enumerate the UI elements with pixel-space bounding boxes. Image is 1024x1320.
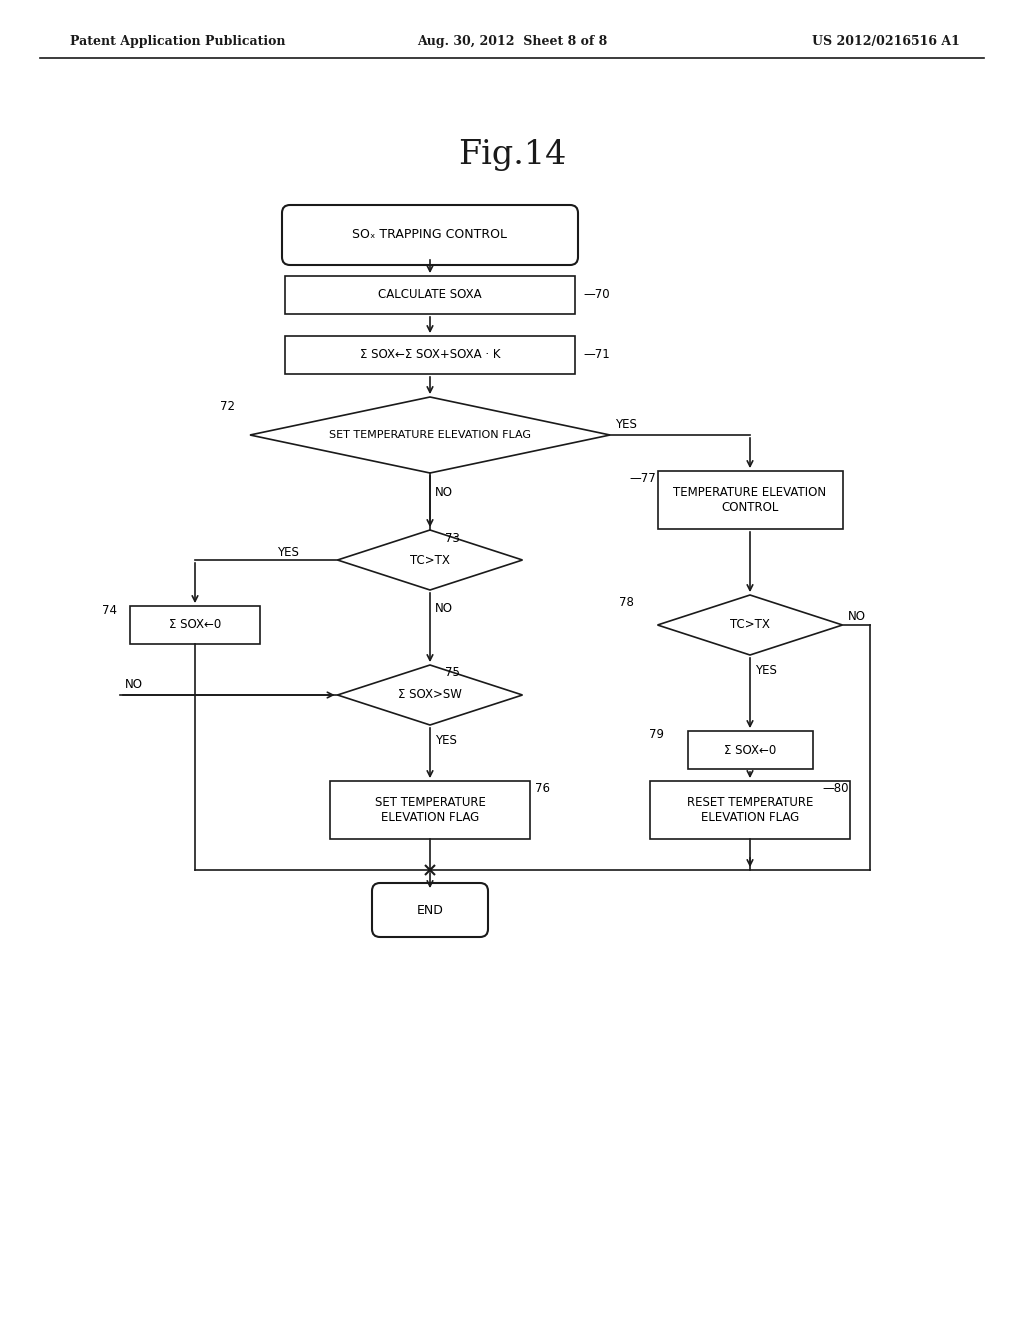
Text: NO: NO [125, 678, 143, 692]
Text: YES: YES [435, 734, 457, 747]
Polygon shape [338, 665, 522, 725]
Text: Σ SOX←0: Σ SOX←0 [169, 619, 221, 631]
Text: SET TEMPERATURE
ELEVATION FLAG: SET TEMPERATURE ELEVATION FLAG [375, 796, 485, 824]
Text: Σ SOX←0: Σ SOX←0 [724, 743, 776, 756]
Text: SET TEMPERATURE ELEVATION FLAG: SET TEMPERATURE ELEVATION FLAG [329, 430, 531, 440]
Bar [285, 337, 575, 374]
Polygon shape [338, 531, 522, 590]
Text: Σ SOX>SW: Σ SOX>SW [398, 689, 462, 701]
Bar [657, 471, 843, 529]
Text: END: END [417, 903, 443, 916]
Text: TEMPERATURE ELEVATION
CONTROL: TEMPERATURE ELEVATION CONTROL [674, 486, 826, 513]
Text: Aug. 30, 2012  Sheet 8 of 8: Aug. 30, 2012 Sheet 8 of 8 [417, 36, 607, 49]
Text: Σ SOX←Σ SOX+SOXA · K: Σ SOX←Σ SOX+SOXA · K [359, 348, 501, 362]
Text: —80: —80 [822, 781, 849, 795]
Bar [687, 731, 812, 770]
Bar [650, 781, 850, 840]
Text: CALCULATE SOXA: CALCULATE SOXA [378, 289, 482, 301]
Text: SOₓ TRAPPING CONTROL: SOₓ TRAPPING CONTROL [352, 228, 508, 242]
Text: NO: NO [848, 610, 865, 623]
Text: NO: NO [435, 602, 453, 615]
Text: 75: 75 [445, 667, 460, 680]
Text: NO: NO [435, 487, 453, 499]
Text: 74: 74 [102, 603, 117, 616]
Text: Patent Application Publication: Patent Application Publication [70, 36, 286, 49]
Bar [285, 276, 575, 314]
Text: TC>TX: TC>TX [410, 553, 450, 566]
Polygon shape [657, 595, 843, 655]
Text: —77: —77 [630, 471, 656, 484]
Text: YES: YES [278, 545, 299, 558]
Text: —70: —70 [583, 289, 609, 301]
FancyBboxPatch shape [372, 883, 488, 937]
Text: 76: 76 [535, 781, 550, 795]
Text: Fig.14: Fig.14 [458, 139, 566, 172]
Text: 79: 79 [649, 729, 665, 742]
Polygon shape [250, 397, 610, 473]
Text: RESET TEMPERATURE
ELEVATION FLAG: RESET TEMPERATURE ELEVATION FLAG [687, 796, 813, 824]
Bar [130, 606, 260, 644]
Text: 78: 78 [620, 597, 635, 610]
FancyBboxPatch shape [282, 205, 578, 265]
Bar [330, 781, 530, 840]
Text: US 2012/0216516 A1: US 2012/0216516 A1 [812, 36, 961, 49]
Text: YES: YES [615, 418, 637, 432]
Text: 73: 73 [445, 532, 460, 544]
Text: YES: YES [755, 664, 777, 676]
Text: TC>TX: TC>TX [730, 619, 770, 631]
Text: —71: —71 [583, 348, 609, 362]
Text: 72: 72 [220, 400, 234, 413]
